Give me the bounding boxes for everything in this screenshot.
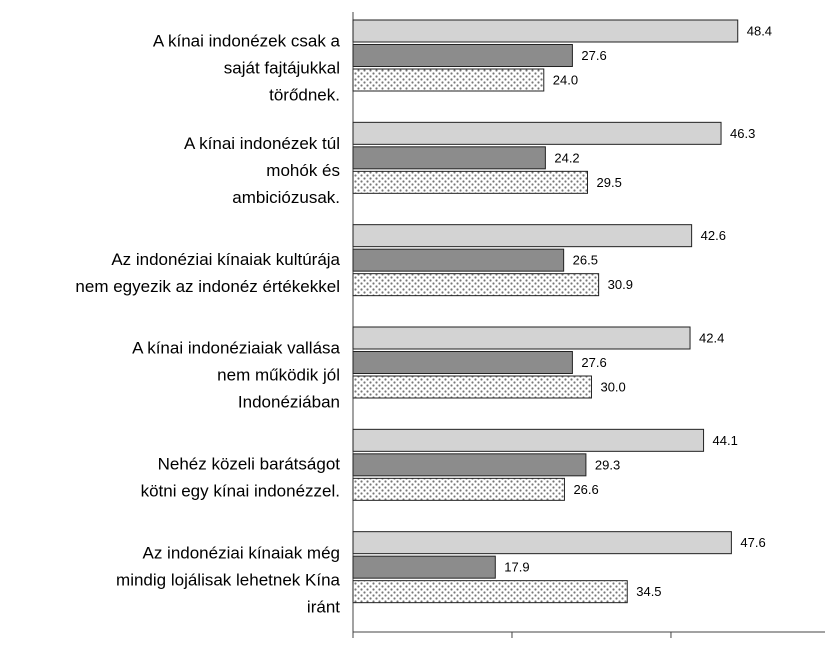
bar [352,580,628,604]
value-label: 46.3 [730,126,755,141]
category-label: Az indonéziai kínaiak kultúrája [111,250,340,269]
bar [352,224,693,248]
value-label: 30.0 [600,379,625,394]
bar [352,121,722,145]
category-label: iránt [307,597,340,616]
value-label: 26.6 [573,482,598,497]
bar [352,351,573,374]
category-label: mindig lojálisak lehetnek Kína [116,570,341,589]
category-label: Indonéziában [238,393,340,412]
category-label: nem működik jól [217,366,340,385]
category-label: A kínai indonézek csak a [153,32,341,51]
bar [352,375,592,399]
value-label: 42.6 [701,228,726,243]
value-label: 24.0 [553,72,578,87]
value-label: 24.2 [554,150,579,165]
bar [352,146,546,170]
bar [352,248,565,272]
category-label: kötni egy kínai indonézzel. [141,481,340,500]
bar [352,555,496,579]
value-label: 47.6 [740,535,765,550]
bar [352,453,587,477]
bar [352,273,600,297]
category-label: A kínai indonézek túl [184,134,340,153]
category-label: nem egyezik az indonéz értékekkel [75,277,340,296]
value-label: 17.9 [504,560,529,575]
bar [352,326,691,350]
bar [352,428,705,452]
category-label: Az indonéziai kínaiak még [142,543,340,562]
category-label: saját fajtájukkal [224,59,340,78]
bar [352,19,739,43]
value-label: 29.5 [597,175,622,190]
value-label: 42.4 [699,330,724,345]
bar [352,44,573,67]
value-label: 29.3 [595,457,620,472]
value-label: 27.6 [581,48,606,63]
value-label: 30.9 [608,277,633,292]
bar [352,68,545,92]
value-label: 34.5 [636,584,661,599]
value-label: 27.6 [581,355,606,370]
value-label: 26.5 [573,253,598,268]
value-label: 48.4 [747,23,772,38]
category-label: ambiciózusak. [232,188,340,207]
category-label: mohók és [266,161,340,180]
category-label: A kínai indonéziaiak vallása [132,339,340,358]
bar [352,170,588,194]
category-label: törődnek. [269,86,340,105]
bar [352,531,732,555]
bar [352,477,565,501]
value-label: 44.1 [713,433,738,448]
category-label: Nehéz közeli barátságot [158,454,341,473]
